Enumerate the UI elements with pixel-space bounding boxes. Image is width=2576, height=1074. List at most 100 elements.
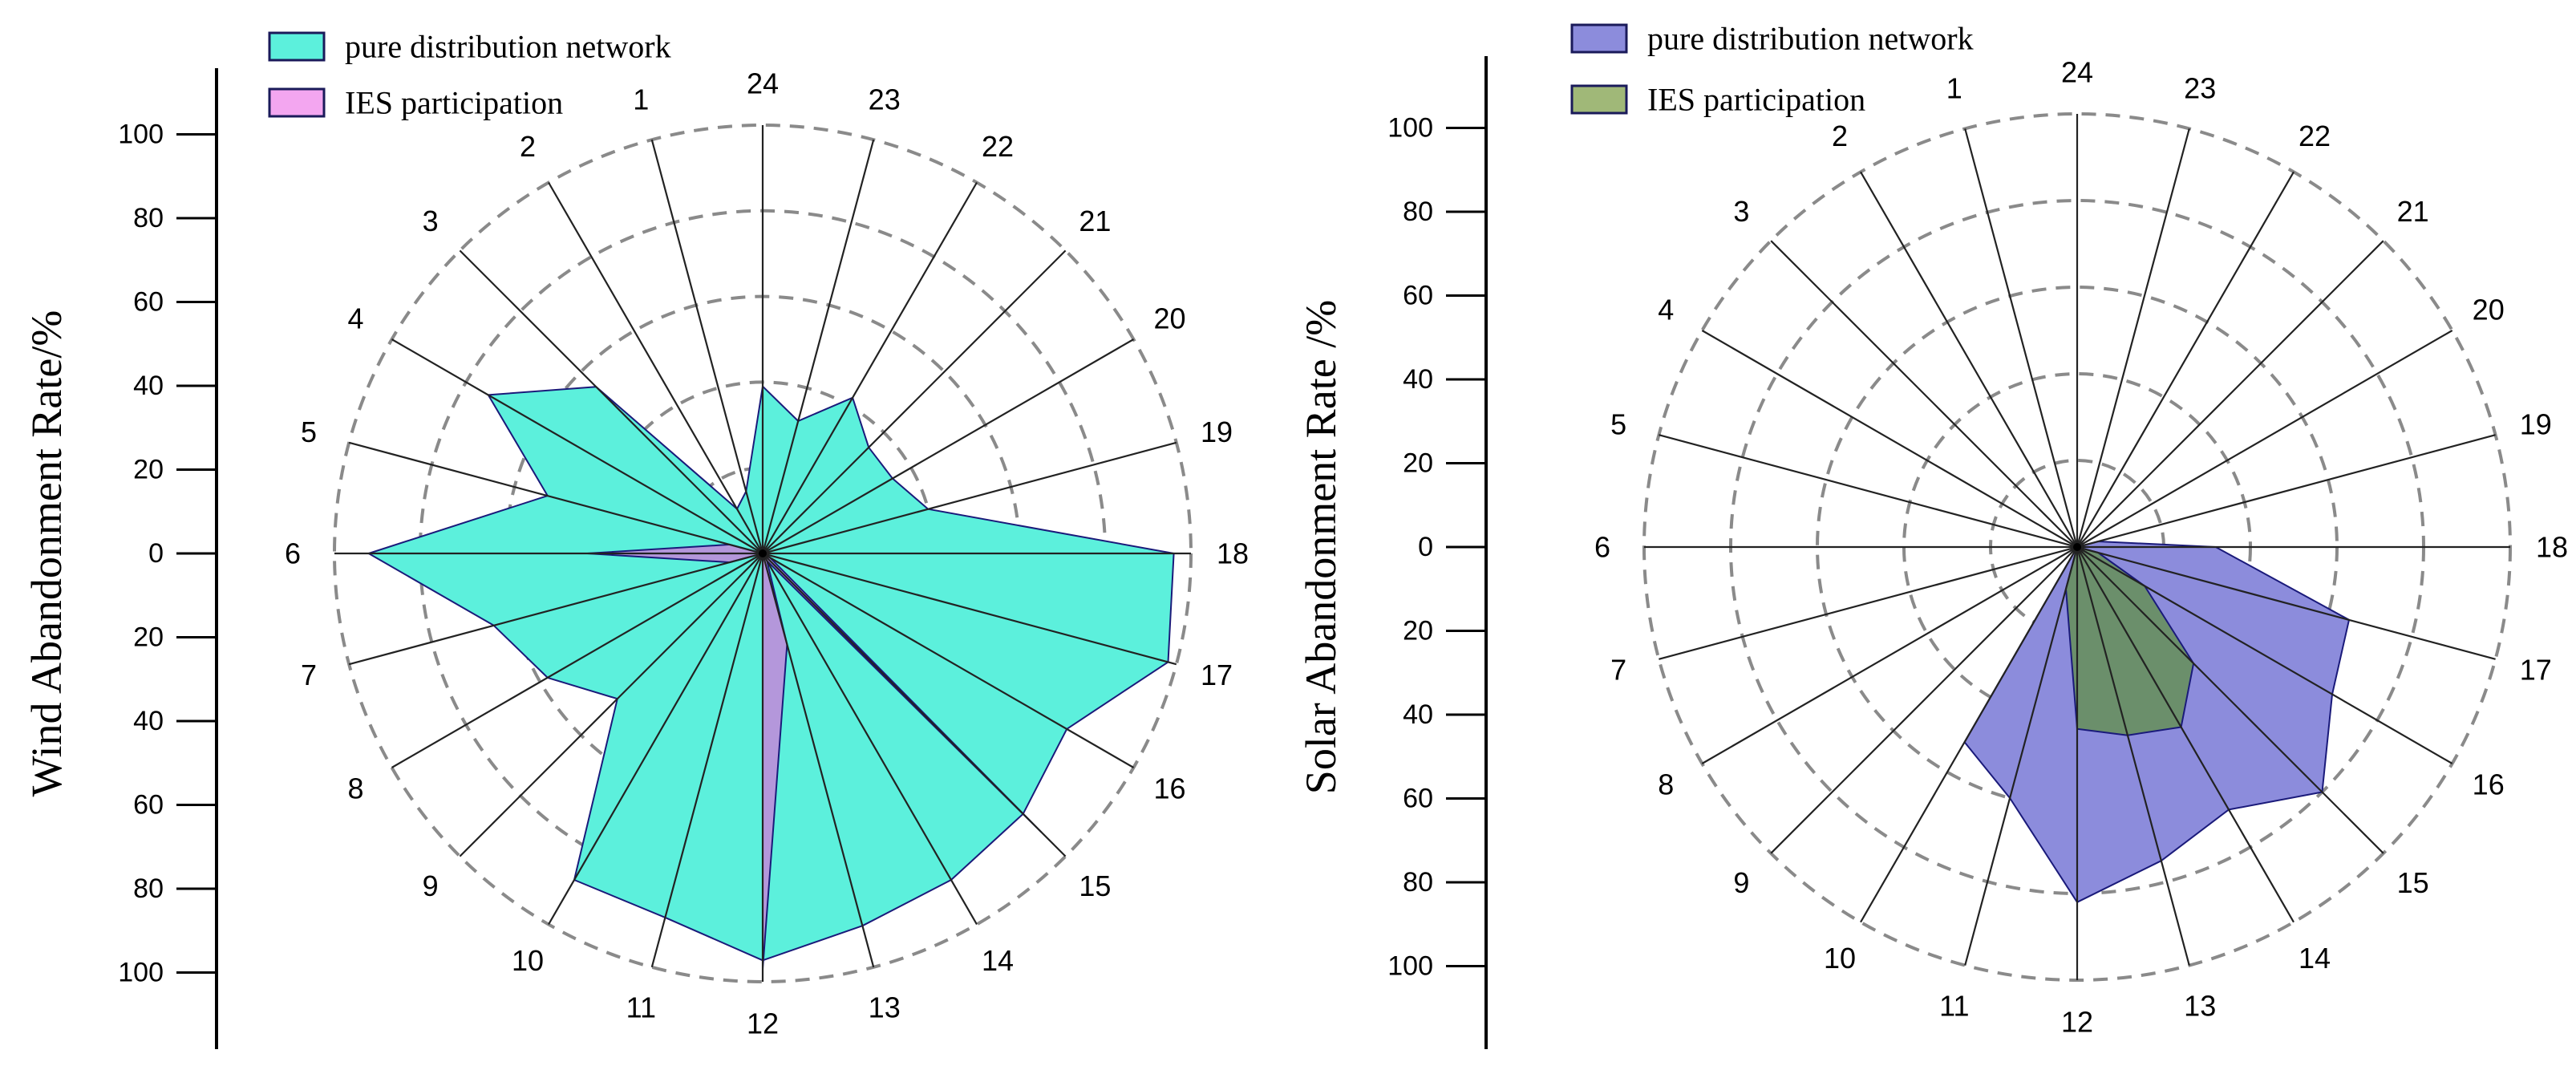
legend-label-2: IES participation (345, 85, 563, 121)
y-tick-label-upper-100: 100 (1387, 113, 1433, 144)
y-tick-label-upper-80: 80 (1403, 197, 1433, 227)
y-tick-label-upper-60: 60 (1403, 281, 1433, 311)
spoke-8 (391, 553, 763, 768)
spoke-23 (2076, 128, 2190, 548)
hour-label-11: 11 (1939, 989, 1969, 1022)
y-tick-label-lower-20: 20 (133, 622, 164, 653)
hour-label-2: 2 (1832, 120, 1848, 152)
spoke-10 (1860, 546, 2078, 923)
legend-swatch-2 (268, 87, 326, 118)
spoke-1 (650, 139, 764, 554)
hour-label-2: 2 (520, 130, 536, 163)
spoke-13 (2076, 546, 2190, 966)
hour-label-15: 15 (1079, 869, 1111, 902)
hour-label-24: 24 (2061, 56, 2093, 89)
hour-label-5: 5 (301, 415, 317, 448)
spoke-4 (391, 338, 763, 554)
hour-label-23: 23 (869, 83, 901, 116)
spoke-7 (1659, 545, 2078, 660)
spoke-23 (761, 139, 875, 554)
spoke-11 (1964, 546, 2079, 966)
hour-label-21: 21 (2397, 195, 2429, 228)
legend-swatch-2 (1570, 84, 1628, 115)
spoke-16 (762, 553, 1135, 768)
hour-label-8: 8 (347, 772, 363, 805)
spoke-20 (2076, 330, 2453, 548)
hour-label-14: 14 (2299, 942, 2331, 975)
spoke-7 (348, 552, 763, 666)
hour-label-7: 7 (301, 659, 317, 691)
hour-label-18: 18 (1217, 537, 1249, 570)
legend-swatch-1 (1570, 23, 1628, 54)
spoke-19 (762, 441, 1177, 555)
hour-label-23: 23 (2184, 72, 2216, 105)
spoke-9 (459, 553, 763, 857)
y-tick-label-upper-20: 20 (133, 455, 164, 485)
hour-label-20: 20 (1153, 302, 1185, 335)
spoke-20 (762, 338, 1135, 554)
spoke-5 (348, 441, 763, 555)
y-tick-label-lower-60: 60 (133, 790, 164, 821)
hour-label-10: 10 (1824, 942, 1856, 975)
hour-label-6: 6 (285, 537, 301, 570)
legend-label-2: IES participation (1647, 82, 1865, 118)
hour-label-19: 19 (1201, 415, 1233, 448)
y-tick-label-lower-40: 40 (133, 706, 164, 736)
spoke-2 (1860, 171, 2078, 548)
hour-label-21: 21 (1079, 205, 1111, 237)
hour-label-1: 1 (1946, 72, 1962, 105)
spoke-16 (2076, 546, 2453, 764)
y-tick-label-upper-20: 20 (1403, 448, 1433, 479)
spoke-9 (1770, 546, 2078, 854)
spoke-14 (2076, 546, 2295, 923)
spoke-13 (761, 553, 875, 968)
y-tick-label-upper-0: 0 (148, 538, 164, 569)
hour-label-18: 18 (2536, 531, 2568, 564)
legend-swatch-1 (268, 31, 326, 62)
legend: pure distribution network IES participati… (268, 29, 671, 121)
hour-label-9: 9 (1733, 866, 1749, 899)
y-tick-label-lower-40: 40 (1403, 699, 1433, 730)
spoke-4 (1701, 330, 2078, 548)
hour-label-12: 12 (747, 1007, 779, 1040)
y-axis-title: Solar Abandonment Rate /% (1297, 300, 1345, 794)
spoke-21 (762, 249, 1067, 554)
hour-label-16: 16 (2473, 768, 2505, 801)
hour-label-13: 13 (869, 991, 901, 1024)
spoke-22 (762, 181, 978, 554)
hour-label-20: 20 (2473, 294, 2505, 326)
spoke-1 (1964, 128, 2079, 548)
spoke-15 (762, 553, 1067, 857)
y-tick-label-upper-40: 40 (133, 371, 164, 401)
center-dot (2073, 543, 2081, 551)
y-tick-label-lower-60: 60 (1403, 784, 1433, 814)
hour-label-17: 17 (1201, 659, 1233, 691)
hour-label-3: 3 (423, 205, 439, 237)
y-tick-label-upper-100: 100 (118, 120, 164, 150)
hour-label-17: 17 (2520, 654, 2552, 687)
y-tick-label-lower-20: 20 (1403, 616, 1433, 646)
y-tick-label-upper-0: 0 (1418, 532, 1433, 562)
y-tick-label-lower-80: 80 (133, 873, 164, 904)
spoke-15 (2076, 546, 2384, 854)
hour-label-15: 15 (2397, 866, 2429, 899)
hour-label-16: 16 (1153, 772, 1185, 805)
spoke-21 (2076, 240, 2384, 548)
hour-label-22: 22 (2299, 120, 2331, 152)
hour-label-5: 5 (1610, 407, 1626, 440)
spoke-11 (650, 553, 764, 968)
hour-label-11: 11 (626, 991, 656, 1024)
spoke-19 (2076, 434, 2496, 549)
spoke-14 (762, 553, 978, 926)
hour-label-12: 12 (2061, 1006, 2093, 1039)
hour-label-4: 4 (1658, 294, 1674, 326)
y-tick-label-lower-100: 100 (118, 958, 164, 988)
hour-label-6: 6 (1594, 531, 1610, 564)
y-axis-title: Wind Abandonment Rate/% (22, 310, 71, 797)
spoke-10 (548, 553, 763, 926)
spoke-3 (459, 249, 763, 554)
legend-label-1: pure distribution network (1647, 21, 1974, 57)
hour-label-1: 1 (633, 83, 649, 116)
